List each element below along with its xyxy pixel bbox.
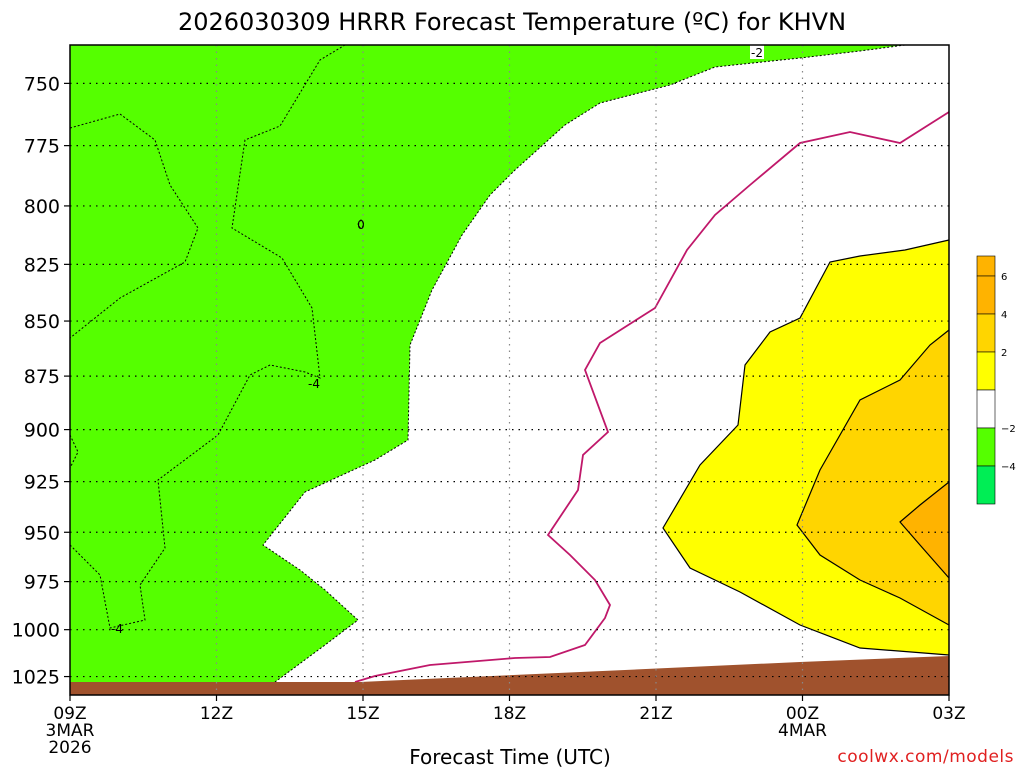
contour-label-minus2: -2	[751, 46, 763, 60]
y-axis: 750 775 800 825 850 875 900 925 950 975 1000 1025	[12, 73, 70, 689]
x-tick-date: 4MAR	[778, 721, 827, 741]
colorbar-cap	[976, 255, 996, 277]
warmest-region	[900, 482, 949, 578]
contour-2	[662, 239, 950, 656]
contour-label-zero: 0	[357, 218, 365, 232]
colorbar-label: −4	[1001, 462, 1016, 473]
warm-contours	[662, 239, 950, 656]
contour-4	[796, 329, 950, 626]
x-tick-date: 3MAR	[46, 721, 95, 741]
x-tick-label: 15Z	[346, 704, 379, 724]
y-tick-label: 850	[24, 311, 60, 333]
x-tick-year: 2026	[48, 738, 91, 758]
colorbar-segment	[976, 389, 996, 429]
warmer-region	[797, 330, 949, 625]
y-tick-label: 875	[24, 366, 60, 388]
colorbar-segment	[976, 313, 996, 353]
x-tick-label: 09Z	[53, 704, 86, 724]
contour-left	[69, 44, 346, 629]
x-tick-label: 03Z	[932, 704, 965, 724]
y-tick-label: 775	[24, 136, 60, 158]
contour-label-minus4-b: -4	[111, 622, 123, 636]
colorbar-segment	[976, 275, 996, 315]
y-tick-label: 800	[24, 196, 60, 218]
y-tick-label: 825	[24, 254, 60, 276]
colorbar-label: −2	[1001, 424, 1016, 435]
chart-title: 2026030309 HRRR Forecast Temperature (ºC…	[178, 8, 846, 36]
colorbar-segment	[976, 465, 996, 505]
x-tick-label: 18Z	[493, 704, 526, 724]
y-tick-label: 900	[24, 420, 60, 442]
y-tick-label: 750	[24, 73, 60, 95]
colorbar-label: 6	[1001, 272, 1007, 283]
contour-label-minus4-a: -4	[308, 377, 320, 391]
y-tick-label: 975	[24, 572, 60, 594]
colorbar-label: 4	[1001, 310, 1007, 321]
cold-region	[70, 45, 905, 682]
x-tick-label: 12Z	[200, 704, 233, 724]
y-tick-label: 1025	[12, 667, 60, 689]
y-tick-label: 950	[24, 522, 60, 544]
cold-contours	[69, 44, 906, 683]
credit-text: coolwx.com/models	[837, 747, 1014, 767]
y-tick-label: 925	[24, 472, 60, 494]
contour-6	[899, 481, 950, 579]
y-tick-label: 1000	[12, 620, 60, 642]
contour-upper	[69, 113, 199, 339]
plot-area: -2 0 -4 -4	[69, 44, 950, 696]
x-tick-label: 00Z	[786, 704, 819, 724]
contour-labels: -2 0 -4 -4	[111, 45, 764, 636]
colorbar-segment	[976, 427, 996, 467]
colorbar: 6 4 2 −2 −4	[976, 255, 1016, 505]
x-tick-label: 21Z	[639, 704, 672, 724]
colorbar-label: 2	[1001, 348, 1007, 359]
grid	[70, 45, 949, 695]
freezing-line	[354, 111, 950, 683]
x-axis-label: Forecast Time (UTC)	[409, 745, 611, 768]
colorbar-segment	[976, 351, 996, 391]
